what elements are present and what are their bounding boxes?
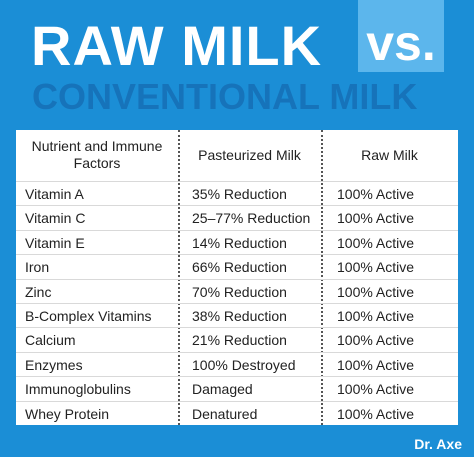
table-cell: Zinc (25, 283, 52, 300)
table-cell: 38% Reduction (192, 308, 287, 324)
table-cell: 100% Destroyed (192, 356, 296, 373)
row-separator (16, 181, 458, 182)
table-cell: 100% Active (337, 283, 415, 300)
table-cell: 14% Reduction (192, 234, 287, 251)
table-cell: 100% Active (337, 259, 415, 276)
table-cell: 100% Active (337, 186, 415, 202)
table-cell: 70% Reduction (192, 283, 287, 300)
row-separator (16, 376, 458, 378)
table-cell: 100% Active (337, 381, 415, 398)
row-separator (16, 229, 458, 231)
row-separator (16, 254, 458, 256)
table-cell: Vitamin C (25, 210, 86, 227)
column-header: Pasteurized Milk (198, 146, 301, 163)
row-separator (16, 327, 458, 329)
column-header: Raw Milk (361, 146, 418, 163)
row-separator (16, 205, 458, 207)
table-cell: B-Complex Vitamins (25, 308, 152, 324)
table-cell: Vitamin A (25, 186, 84, 202)
table-cell: Whey Protein (25, 405, 110, 422)
table-cell: Enzymes (25, 356, 83, 373)
table-cell: Calcium (25, 332, 76, 349)
table-cell: 100% Active (337, 356, 415, 373)
table-cell: Immunoglobulins (25, 381, 131, 398)
table-cell: 100% Active (337, 308, 415, 324)
table-cell: 35% Reduction (192, 186, 287, 202)
table-cell: Damaged (192, 381, 253, 398)
column-header: Nutrient and Immune Factors (31, 138, 163, 171)
row-separator (16, 400, 458, 402)
row-separator (16, 303, 458, 304)
brand: Dr. Axe (414, 436, 462, 452)
vs-box: vs. (358, 0, 444, 72)
table-cell: Vitamin E (25, 234, 85, 251)
row-separator (16, 278, 458, 280)
comparison-table: Nutrient and Immune Factors Pasteurized M… (16, 130, 458, 425)
table-cell: 66% Reduction (192, 259, 287, 276)
table-cell: 25–77% Reduction (192, 210, 311, 227)
column-divider (178, 130, 180, 425)
table-cell: 100% Active (337, 405, 415, 422)
row-separator (16, 351, 458, 353)
subtitle: CONVENTIONAL MILK (32, 76, 418, 117)
table-cell: 100% Active (337, 210, 415, 227)
table-cell: 100% Active (337, 332, 415, 349)
table-cell: 21% Reduction (192, 332, 287, 349)
table-cell: Iron (25, 259, 50, 276)
table-cell: 100% Active (337, 234, 415, 251)
title: RAW MILK (31, 14, 323, 77)
table-cell: Denatured (192, 405, 258, 422)
column-divider (321, 130, 323, 425)
vs-label: vs. (366, 15, 436, 71)
